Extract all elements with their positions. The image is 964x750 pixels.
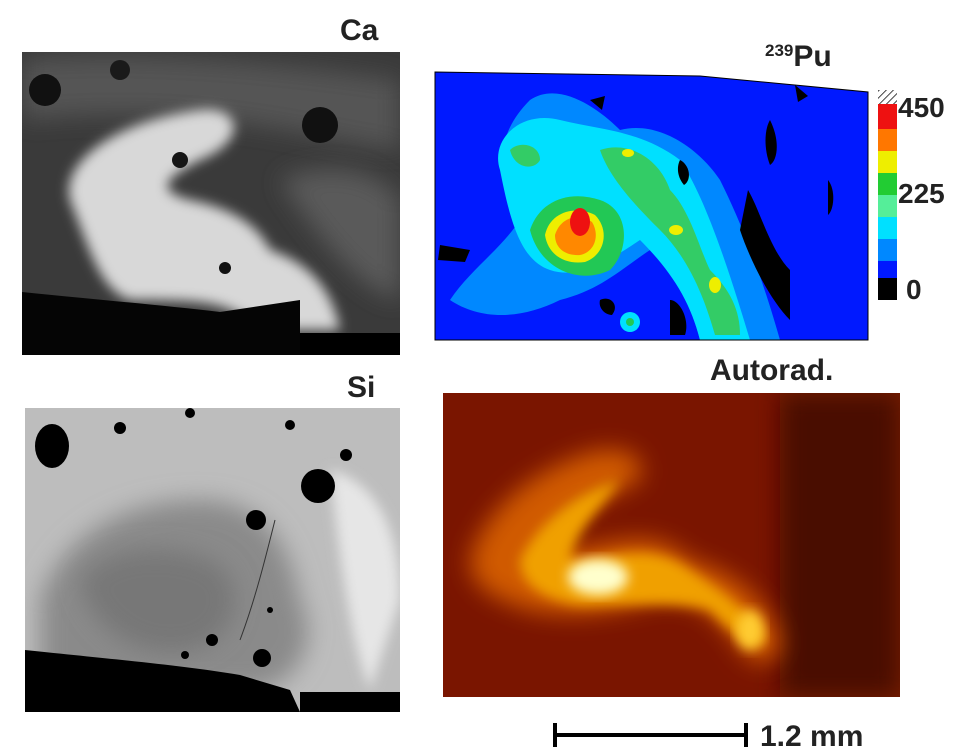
figure: Ca 239Pu 450 bbox=[0, 0, 964, 750]
colorbar-tick: 450 bbox=[898, 92, 945, 123]
ca-image bbox=[22, 52, 400, 355]
pu-map bbox=[435, 72, 868, 340]
superscript: 239 bbox=[765, 41, 793, 60]
panel-label: 239Pu bbox=[765, 40, 832, 73]
page: {"panels": [ {"label": "Ca"}, {"label_su… bbox=[0, 0, 964, 750]
panel-label: Ca bbox=[340, 14, 379, 47]
panel-label: Si bbox=[347, 371, 375, 404]
element: Pu bbox=[793, 40, 831, 73]
si-image bbox=[25, 408, 400, 712]
scale-label: 1.2 mm bbox=[760, 720, 863, 750]
autorad-image bbox=[443, 393, 900, 697]
colorbar-tick: 225 bbox=[898, 178, 945, 209]
panel-label: Autorad. bbox=[710, 354, 833, 387]
scale-bar bbox=[553, 723, 748, 747]
colorbar bbox=[878, 90, 897, 300]
colorbar-tick: 0 bbox=[906, 274, 922, 305]
